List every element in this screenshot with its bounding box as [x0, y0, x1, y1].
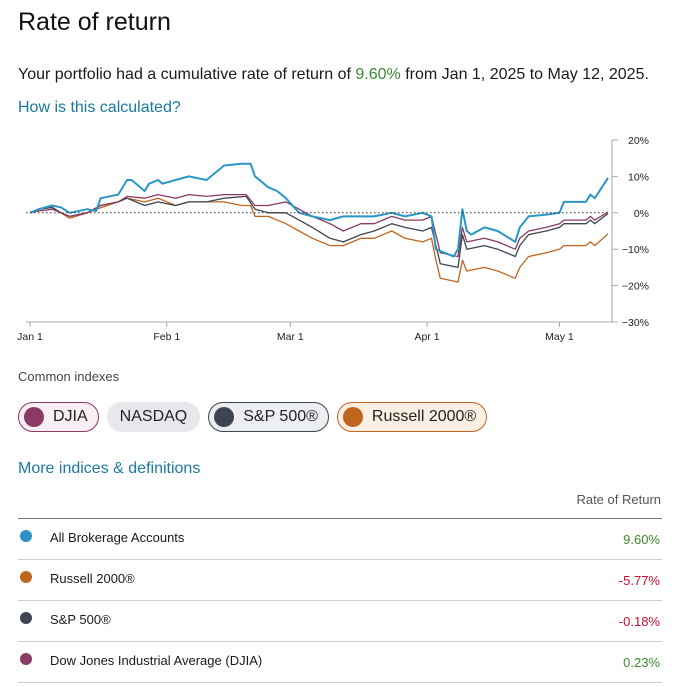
chip-nasdaq-label: NASDAQ	[119, 408, 188, 425]
x-tick-label: Apr 1	[415, 331, 440, 343]
x-axis: Jan 1 Feb 1 Mar 1 Apr 1 May 1	[17, 321, 612, 343]
row-value: 0.23%	[623, 655, 660, 670]
summary-text: Your portfolio had a cumulative rate of …	[18, 66, 649, 84]
series-line-3	[29, 193, 609, 258]
row-name: Dow Jones Industrial Average (DJIA)	[50, 653, 263, 668]
sp500-dot-icon	[214, 407, 235, 427]
row-value: -5.77%	[618, 573, 660, 588]
chip-sp500-label: S&P 500®	[243, 408, 318, 425]
how-calculated-link[interactable]: How is this calculated?	[18, 99, 181, 116]
y-tick-label: −30%	[622, 317, 649, 329]
x-tick-label: Jan 1	[17, 331, 43, 343]
series-line-1	[29, 197, 609, 283]
russell-dot-icon	[342, 407, 363, 427]
y-tick-label: −20%	[622, 281, 649, 293]
table-row: S&P 500® -0.18%	[18, 601, 662, 642]
row-name: Russell 2000®	[50, 571, 135, 586]
chip-nasdaq[interactable]: NASDAQ	[106, 402, 201, 432]
rate-of-return-column-header: Rate of Return	[576, 492, 661, 507]
row-value: 9.60%	[623, 532, 660, 547]
summary-suffix: from Jan 1, 2025 to May 12, 2025.	[405, 66, 649, 83]
summary-prefix: Your portfolio had a cumulative rate of …	[18, 66, 351, 83]
index-chips: DJIA NASDAQ S&P 500® Russell 2000®	[18, 402, 488, 432]
djia-dot-icon	[24, 407, 44, 427]
y-tick-label: 10%	[628, 171, 649, 183]
returns-table: All Brokerage Accounts 9.60% Russell 200…	[18, 518, 662, 683]
brokerage-dot-icon	[20, 530, 32, 542]
summary-rate: 9.60%	[355, 66, 401, 83]
page-title: Rate of return	[18, 8, 171, 36]
x-tick-label: Feb 1	[153, 331, 180, 343]
chip-djia-label: DJIA	[53, 408, 88, 425]
table-row: Dow Jones Industrial Average (DJIA) 0.23…	[18, 642, 662, 683]
row-name: S&P 500®	[50, 612, 111, 627]
series-line-0	[29, 162, 609, 258]
russell-dot-icon	[20, 571, 32, 583]
chip-russell-label: Russell 2000®	[371, 408, 477, 425]
y-axis: 20% 10% 0% −10% −20% −30%	[611, 135, 649, 329]
chip-sp500[interactable]: S&P 500®	[208, 402, 329, 432]
x-tick-label: Mar 1	[277, 331, 304, 343]
chip-djia[interactable]: DJIA	[18, 402, 99, 432]
table-row: All Brokerage Accounts 9.60%	[18, 519, 662, 560]
table-row: Russell 2000® -5.77%	[18, 560, 662, 601]
row-value: -0.18%	[618, 614, 660, 629]
chip-russell2000[interactable]: Russell 2000®	[336, 402, 488, 432]
chart-series-group	[29, 162, 609, 283]
rate-of-return-chart: 20% 10% 0% −10% −20% −30% Jan 1 Feb 1 Mar 1 Apr …	[17, 135, 649, 343]
row-name: All Brokerage Accounts	[50, 530, 185, 545]
series-line-2	[29, 195, 609, 269]
x-tick-label: May 1	[545, 331, 574, 343]
common-indexes-label: Common indexes	[18, 369, 120, 384]
y-tick-label: 0%	[634, 208, 649, 220]
djia-dot-icon	[20, 653, 32, 665]
y-tick-label: 20%	[628, 135, 649, 147]
more-indices-link[interactable]: More indices & definitions	[18, 460, 201, 477]
sp500-dot-icon	[20, 612, 32, 624]
y-tick-label: −10%	[622, 244, 649, 256]
